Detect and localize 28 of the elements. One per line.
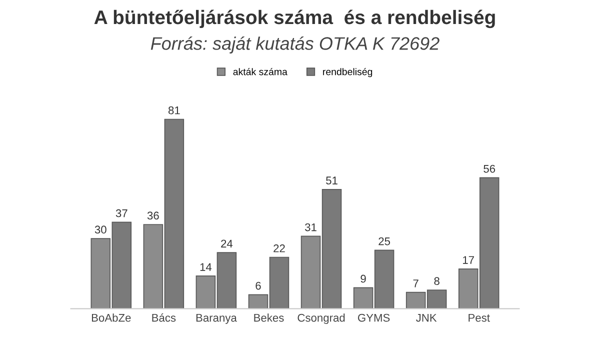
- legend-label: akták száma: [233, 68, 288, 76]
- data-label: 24: [221, 240, 233, 248]
- data-label: 7: [413, 280, 418, 288]
- data-label: 51: [326, 176, 338, 184]
- x-tick-label: JNK: [416, 314, 437, 322]
- data-label: 8: [434, 277, 440, 286]
- chart-title: A büntetőeljárások száma és a rendbeliség: [94, 10, 495, 28]
- data-label: 56: [484, 164, 496, 173]
- data-label: 6: [256, 282, 261, 290]
- legend-label: rendbeliség: [323, 68, 372, 78]
- x-tick-label: Baranya: [196, 314, 237, 324]
- x-tick-label: GYMS: [358, 314, 390, 322]
- data-label: 36: [147, 212, 159, 220]
- data-label: 25: [378, 237, 390, 246]
- x-tick-label: Pest: [468, 314, 490, 322]
- data-label: 17: [463, 256, 474, 264]
- x-tick-label: Bekes: [254, 314, 284, 322]
- x-tick-label: Bács: [152, 313, 176, 322]
- data-label: 9: [360, 274, 366, 283]
- data-label: 30: [94, 226, 106, 234]
- data-label: 31: [305, 223, 316, 232]
- data-label: 22: [274, 244, 285, 252]
- x-tick-label: Csongrad: [298, 314, 345, 324]
- data-label: 14: [200, 263, 212, 271]
- data-label: 81: [168, 106, 180, 114]
- data-label: 37: [116, 209, 128, 218]
- x-tick-label: BoAbZe: [92, 314, 131, 322]
- chart-subtitle: Forrás: saját kutatás OTKA K 72692: [150, 36, 440, 54]
